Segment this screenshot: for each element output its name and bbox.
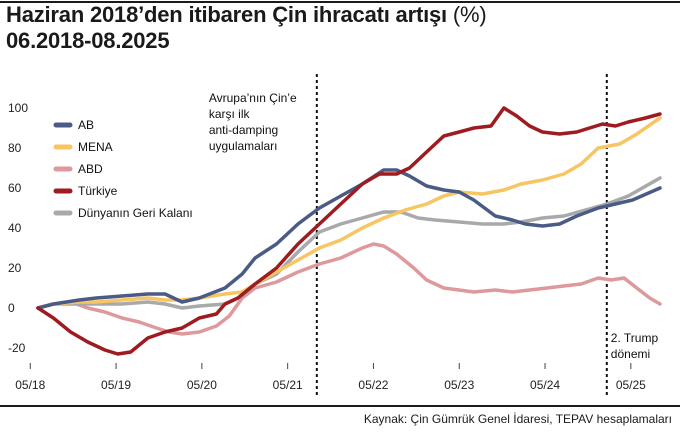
chart-title: Haziran 2018’den itibaren Çin ihracatı a… [6, 2, 487, 54]
bottom-rule [0, 405, 680, 407]
x-tick-label: 05/23 [444, 378, 474, 392]
x-tick-label: 05/25 [616, 378, 646, 392]
chart-title-text: Haziran 2018’den itibaren Çin ihracatı a… [6, 2, 447, 27]
y-tick-label: 0 [8, 301, 15, 315]
y-tick-label: -20 [8, 341, 26, 355]
chart-subtitle: 06.2018-08.2025 [6, 28, 170, 53]
x-tick-label: 05/22 [358, 378, 388, 392]
series-line [36, 242, 662, 336]
x-tick-label: 05/24 [530, 378, 560, 392]
legend-label: Dünyanın Geri Kalanı [78, 206, 193, 220]
legend-label: AB [78, 118, 94, 132]
y-tick-label: 60 [8, 181, 22, 195]
legend-label: Türkiye [78, 184, 118, 198]
annotation-label: dönemi [611, 347, 650, 361]
y-tick-label: 80 [8, 141, 22, 155]
series-line [36, 116, 662, 310]
y-tick-label: 100 [8, 101, 28, 115]
x-tick-label: 05/18 [15, 378, 45, 392]
x-tick-label: 05/19 [101, 378, 131, 392]
legend-label: ABD [78, 162, 103, 176]
x-tick-label: 05/21 [273, 378, 303, 392]
annotation-label: Avrupa’nın Çin’e [209, 91, 297, 105]
annotation-label: 2. Trump [611, 331, 659, 345]
series-line [36, 176, 662, 310]
y-tick-label: 40 [8, 221, 22, 235]
legend-label: MENA [78, 140, 113, 154]
annotation-label: uygulamaları [209, 139, 278, 153]
annotation-label: karşı ilk [209, 107, 251, 121]
top-rule [0, 1, 680, 3]
x-tick-label: 05/20 [187, 378, 217, 392]
chart-title-unit: (%) [452, 2, 487, 27]
y-tick-label: 20 [8, 261, 22, 275]
source-note: Kaynak: Çin Gümrük Genel İdaresi, TEPAV … [363, 412, 672, 426]
annotation-label: anti-damping [209, 123, 278, 137]
series-line [36, 106, 662, 356]
